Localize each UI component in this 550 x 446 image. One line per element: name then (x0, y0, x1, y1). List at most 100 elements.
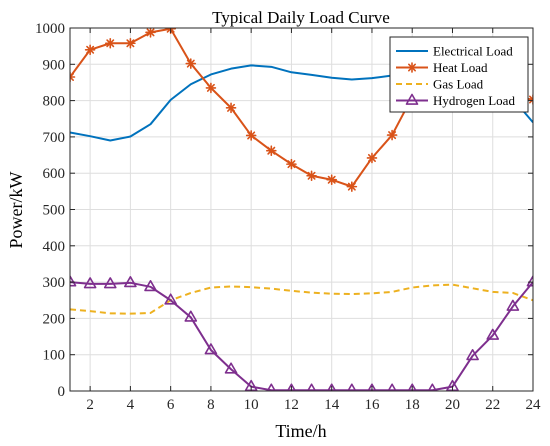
point-hydrogen-load (103, 277, 117, 289)
y-tick-label: 0 (58, 384, 66, 400)
series-gas-load (70, 283, 533, 315)
x-tick-label: 22 (485, 397, 500, 413)
legend-item-electrical-load: Electrical Load (396, 44, 513, 59)
point-hydrogen-load (204, 343, 218, 355)
point-hydrogen-load (427, 383, 438, 391)
point-heat-load-stroke (70, 73, 74, 79)
point-hydrogen-load (306, 383, 317, 391)
point-heat-load (286, 158, 297, 170)
x-tick-label: 2 (86, 397, 94, 413)
series-hydrogen-load (70, 275, 533, 391)
y-tick-label: 600 (43, 166, 66, 182)
y-tick-label: 1000 (35, 21, 65, 37)
legend-marker-hydrogen-load (405, 93, 419, 105)
y-tick-label: 200 (43, 311, 66, 327)
series-layer (70, 28, 533, 391)
x-axis-title: Time/h (275, 421, 326, 441)
y-tick-label: 700 (43, 130, 66, 146)
x-tick-label: 20 (445, 397, 460, 413)
point-hydrogen-load (387, 383, 397, 391)
point-heat-load (225, 102, 237, 114)
legend-label-hydrogen-load: Hydrogen Load (433, 93, 515, 108)
line-gas-load (70, 283, 533, 315)
point-hydrogen-load (286, 383, 297, 391)
x-tick-label: 10 (244, 397, 259, 413)
point-heat-load-stroke (126, 39, 135, 48)
legend-item-hydrogen-load: Hydrogen Load (396, 93, 515, 108)
y-tick-label: 400 (43, 239, 66, 255)
legend-marker-heat-load-stroke (408, 63, 416, 72)
point-heat-load (527, 94, 533, 105)
y-axis-title: Power/kW (6, 171, 26, 248)
axis-ticks: 2 4 6 8 10 12 14 16 18 20 22 2401002003004005006007… (35, 21, 541, 413)
point-heat-load-stroke (347, 182, 356, 191)
point-heat-load-stroke (206, 83, 215, 92)
point-hydrogen-load (486, 328, 500, 340)
point-hydrogen-load (526, 275, 533, 287)
point-heat-load (266, 145, 277, 156)
point-hydrogen-load (184, 310, 198, 322)
point-heat-load-stroke (529, 95, 533, 101)
point-heat-load (125, 37, 136, 49)
legend-label-gas-load: Gas Load (433, 77, 484, 92)
x-tick-label: 4 (127, 397, 135, 413)
point-heat-load (104, 37, 116, 49)
point-hydrogen-load (164, 293, 177, 305)
point-heat-load-stroke (146, 28, 155, 37)
point-heat-load (245, 130, 257, 141)
point-heat-load-stroke (70, 75, 74, 81)
point-hydrogen-load (407, 383, 418, 391)
point-hydrogen-load (144, 280, 157, 292)
y-tick-label: 900 (43, 57, 66, 73)
point-heat-load-stroke (106, 39, 115, 48)
x-tick-label: 6 (167, 397, 175, 413)
legend-marker-heat-load (406, 62, 418, 73)
point-heat-load (185, 58, 197, 69)
point-heat-load (306, 170, 317, 182)
y-tick-label: 500 (43, 203, 66, 219)
y-tick-label: 100 (43, 348, 66, 364)
legend-label-heat-load: Heat Load (433, 60, 488, 75)
x-tick-label: 14 (324, 397, 340, 413)
point-heat-load (84, 44, 96, 56)
x-tick-label: 8 (207, 397, 215, 413)
legend-item-gas-load: Gas Load (396, 77, 484, 92)
point-hydrogen-load (266, 383, 277, 391)
point-hydrogen-load (466, 348, 479, 361)
x-tick-label: 18 (405, 397, 420, 413)
point-heat-load (205, 82, 217, 94)
point-heat-load (346, 181, 358, 192)
point-heat-load-stroke (267, 146, 276, 155)
point-heat-load-stroke (327, 175, 336, 184)
point-hydrogen-load (70, 275, 77, 287)
point-hydrogen-load (83, 277, 97, 289)
point-heat-load (70, 71, 76, 83)
point-heat-load-stroke (86, 45, 95, 54)
y-tick-label: 300 (43, 275, 66, 291)
point-heat-load-stroke (186, 59, 195, 68)
point-hydrogen-load (506, 299, 520, 311)
x-tick-label: 12 (284, 397, 299, 413)
point-hydrogen-load (224, 362, 238, 374)
chart-title: Typical Daily Load Curve (212, 8, 390, 27)
point-heat-load-stroke (388, 131, 397, 140)
point-heat-load-stroke (367, 153, 376, 162)
point-hydrogen-load (367, 383, 377, 391)
y-tick-label: 800 (43, 94, 66, 110)
point-hydrogen-load (326, 383, 337, 391)
point-hydrogen-load (124, 276, 137, 288)
point-heat-load (386, 129, 398, 141)
point-heat-load-stroke (529, 98, 533, 104)
point-hydrogen-load (347, 383, 357, 391)
x-tick-label: 16 (364, 397, 380, 413)
point-heat-load-stroke (227, 103, 236, 112)
point-heat-load-stroke (287, 160, 296, 169)
point-heat-load (326, 174, 337, 186)
x-tick-label: 24 (526, 397, 542, 413)
point-heat-load-stroke (247, 131, 256, 140)
point-heat-load (366, 152, 378, 164)
legend-item-heat-load: Heat Load (396, 60, 488, 75)
point-heat-load-stroke (307, 171, 316, 180)
